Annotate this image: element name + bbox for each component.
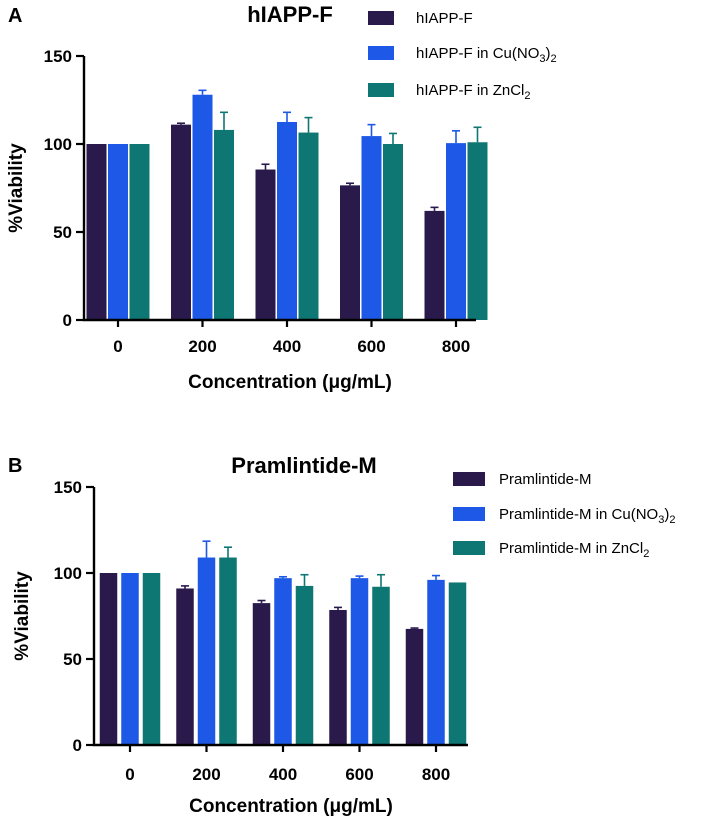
bar-0-2 — [129, 144, 150, 320]
y-tick-label: 150 — [44, 47, 72, 66]
legend-swatch — [368, 11, 394, 25]
y-tick-label: 50 — [63, 650, 82, 669]
bar-4-1 — [427, 579, 445, 745]
bar-1-2 — [219, 557, 237, 745]
legend-swatch — [453, 507, 485, 521]
bar-0-1 — [108, 144, 128, 320]
x-tick-label: 800 — [422, 765, 450, 784]
legend: Pramlintide-M Pramlintide-M in Cu(NO3)2 Pr… — [453, 471, 675, 560]
bar-4-2 — [467, 142, 488, 320]
y-tick-label: 150 — [54, 478, 82, 497]
legend-label: Pramlintide-M — [499, 471, 592, 488]
bar-4-1 — [446, 143, 466, 320]
bar-0-2 — [142, 573, 161, 745]
panel-letter: A — [8, 5, 22, 27]
x-tick-label: 800 — [442, 337, 470, 356]
bar-1-0 — [176, 588, 194, 745]
bar-0-1 — [121, 573, 139, 745]
bar-1-1 — [197, 557, 216, 745]
bar-1-0 — [171, 124, 191, 320]
x-tick-label: 200 — [192, 765, 220, 784]
x-axis-title: Concentration (μg/mL) — [189, 796, 393, 817]
legend-label: Pramlintide-M in ZnCl2 — [499, 540, 649, 560]
legend-label: hIAPP-F in ZnCl2 — [416, 82, 531, 102]
legend-swatch — [453, 541, 485, 555]
bar-3-2 — [383, 144, 403, 320]
legend-label: hIAPP-F — [416, 10, 473, 27]
bar-2-0 — [252, 603, 271, 745]
y-tick-label: 100 — [44, 135, 72, 154]
y-tick-label: 0 — [63, 311, 72, 330]
panel-letter: B — [8, 455, 22, 477]
x-tick-label: 200 — [188, 337, 216, 356]
bar-2-0 — [255, 169, 276, 320]
bar-3-2 — [372, 586, 390, 745]
chart-title: hIAPP-F — [247, 2, 333, 27]
y-axis-title: %Viability — [12, 571, 33, 661]
legend-label: Pramlintide-M in Cu(NO3)2 — [499, 506, 675, 526]
x-tick-label: 400 — [273, 337, 301, 356]
bar-1-2 — [214, 129, 234, 320]
x-tick-label: 0 — [113, 337, 122, 356]
legend-swatch — [453, 472, 485, 486]
y-tick-label: 0 — [73, 736, 82, 755]
y-tick-label: 100 — [54, 564, 82, 583]
x-tick-label: 0 — [125, 765, 134, 784]
x-tick-label: 600 — [357, 337, 385, 356]
legend-label: hIAPP-F in Cu(NO3)2 — [416, 45, 557, 65]
bar-3-1 — [361, 136, 382, 320]
legend: hIAPP-F hIAPP-F in Cu(NO3)2 hIAPP-F in ZnC… — [368, 10, 557, 102]
y-tick-label: 50 — [53, 223, 72, 242]
bar-3-0 — [340, 185, 360, 320]
bar-2-1 — [274, 578, 292, 745]
legend-swatch — [368, 46, 394, 60]
bar-4-2 — [448, 582, 467, 745]
x-axis-title: Concentration (μg/mL) — [188, 372, 392, 393]
y-axis-title: %Viability — [6, 143, 27, 233]
bar-2-2 — [295, 585, 314, 745]
bar-2-1 — [277, 122, 297, 320]
panel-b: B Pramlintide-M 0 200 400 600 800 0 50 100 150 Conc… — [8, 453, 675, 817]
bar-3-0 — [329, 609, 347, 745]
legend-swatch — [368, 83, 394, 97]
chart-title: Pramlintide-M — [231, 453, 376, 478]
bar-4-0 — [405, 628, 424, 745]
x-tick-label: 400 — [269, 765, 297, 784]
bar-0-0 — [86, 144, 107, 320]
x-tick-label: 600 — [345, 765, 373, 784]
bar-2-2 — [298, 132, 319, 320]
bar-3-1 — [350, 578, 369, 745]
bar-1-1 — [192, 94, 213, 320]
bar-4-0 — [424, 210, 445, 320]
bar-0-0 — [99, 573, 118, 745]
